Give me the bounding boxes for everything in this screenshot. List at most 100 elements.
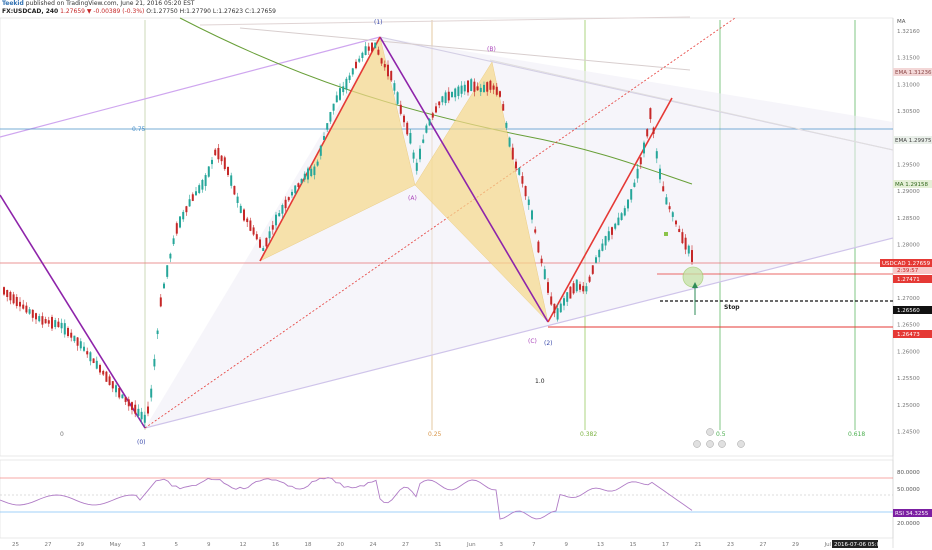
author-name[interactable]: Teekid: [2, 0, 24, 7]
candle-body: [633, 182, 636, 187]
candle-body: [636, 168, 639, 179]
time-tick-label: 18: [305, 542, 312, 548]
candle-body: [502, 104, 505, 111]
price-tick-label: 1.25000: [897, 403, 920, 409]
candle-body: [668, 206, 671, 210]
candle-body: [617, 217, 620, 226]
symbol-line: FX:USDCAD, 240 1.27659 ▼ -0.00389 (-0.3%…: [2, 8, 702, 16]
candle-body: [159, 297, 162, 307]
time-tick-label: 9: [565, 542, 569, 548]
candle-body: [559, 303, 562, 313]
candle-body: [393, 83, 396, 91]
candle-body: [316, 161, 319, 166]
candle-body: [31, 309, 34, 318]
candle-body: [169, 253, 172, 259]
candle-body: [435, 106, 437, 113]
event-flag-icon: [706, 428, 714, 436]
time-tick-label: 7: [532, 542, 536, 548]
candle-body: [22, 304, 25, 309]
candle-body: [44, 319, 47, 324]
candle-body: [566, 292, 569, 302]
candle-body: [342, 86, 345, 93]
time-axis[interactable]: 25 27 29 May 3 5 9 12 16 18 20 24 27 31 Jun 3 7 9 13 15 17 21…: [12, 542, 864, 548]
candle-body: [195, 191, 197, 196]
event-flag-icon: [706, 440, 714, 448]
chart-header: Teekid published on TradingView.com, Jun…: [2, 0, 702, 18]
last-price-tag-bg: [880, 259, 932, 267]
candle-body: [99, 365, 101, 373]
candle-body: [28, 309, 31, 314]
candle-body: [150, 388, 153, 398]
candle-body: [38, 316, 41, 322]
candle-body: [601, 243, 604, 251]
time-tick-label: 5: [175, 542, 179, 548]
candle-body: [83, 346, 85, 351]
countdown-tag-bg: [893, 267, 932, 274]
candle-body: [15, 296, 18, 307]
harmonic-triangle-bcd: [414, 61, 549, 323]
entry-arrow-head: [692, 282, 698, 288]
candle-body: [121, 394, 124, 399]
candle-body: [383, 64, 386, 68]
candle-body: [303, 173, 306, 180]
candle-body: [687, 245, 690, 254]
candle-body: [252, 227, 255, 235]
candle-body: [412, 152, 415, 159]
price-tick-label: 1.25500: [897, 376, 920, 382]
candle-body: [620, 213, 623, 220]
rsi-value-tag-bg: [893, 509, 932, 517]
candle-body: [537, 241, 540, 253]
candle-body: [239, 205, 242, 213]
candle-body: [73, 335, 76, 342]
candle-body: [691, 250, 693, 262]
candle-body: [511, 147, 514, 160]
candle-body: [281, 204, 284, 214]
ma-top-tag: MA: [897, 19, 906, 25]
candle-body: [95, 360, 98, 369]
rsi-value-tag: RSI 34.3255: [895, 511, 929, 517]
candle-body: [259, 239, 261, 248]
candle-body: [399, 104, 402, 114]
candle-body: [569, 286, 572, 299]
candle-body: [553, 303, 556, 314]
candle-body: [422, 139, 425, 143]
price-tick-label: 1.27000: [897, 296, 920, 302]
label-point-0: (0): [137, 439, 146, 446]
candle-body: [137, 408, 140, 416]
candle-body: [556, 308, 559, 320]
price-axis[interactable]: 1.321601.315001.310001.305001.300001.295…: [897, 29, 920, 436]
candle-body: [444, 92, 447, 103]
time-tick-label: 3: [500, 542, 504, 548]
candle-body: [108, 376, 111, 386]
candle-body: [124, 397, 127, 402]
candle-body: [214, 149, 217, 156]
price-tick-label: 1.31500: [897, 56, 920, 62]
symbol-label: FX:USDCAD, 240: [2, 8, 59, 15]
candle-body: [582, 285, 585, 292]
rsi-pane[interactable]: [0, 459, 894, 539]
candle-body: [246, 218, 249, 223]
candle-body: [483, 84, 485, 93]
candle-body: [275, 214, 277, 226]
economic-event-icons[interactable]: [693, 428, 745, 448]
candle-body: [531, 210, 533, 220]
fib-time-label-05: 0.5: [716, 431, 726, 438]
candle-body: [185, 206, 188, 213]
candle-body: [179, 216, 181, 228]
candle-body: [540, 258, 543, 263]
candle-body: [665, 197, 668, 205]
candle-body: [630, 189, 633, 200]
candle-body: [35, 313, 37, 320]
candle-body: [489, 80, 492, 90]
candle-body: [41, 316, 44, 325]
candle-body: [147, 406, 149, 414]
candle-body: [425, 125, 428, 133]
candle-body: [345, 78, 348, 90]
candle-body: [463, 84, 466, 92]
price-tick-label: 1.29000: [897, 189, 920, 195]
candle-body: [598, 249, 601, 258]
candle-body: [377, 49, 380, 55]
candle-body: [623, 208, 626, 216]
candle-body: [233, 185, 236, 195]
